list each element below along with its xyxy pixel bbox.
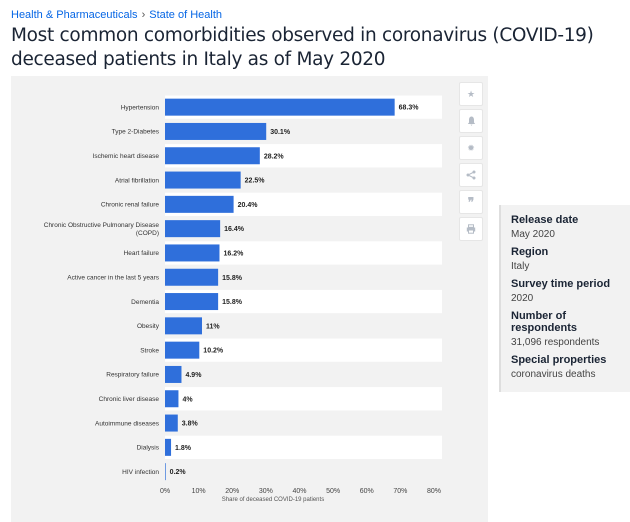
respondents-value: 31,096 respondents: [511, 337, 600, 348]
category-label: Stroke: [140, 347, 159, 354]
bar: [165, 463, 166, 481]
row-stripe: [165, 435, 442, 459]
bar: [165, 220, 221, 238]
x-axis-ticks: 0% 10% 20% 30% 40% 50% 60% 70% 80%: [160, 488, 441, 495]
bar: [165, 171, 241, 189]
special-properties-value: coronavirus deaths: [511, 369, 596, 380]
value-label: 10.2%: [203, 348, 224, 355]
quote-icon: ❞: [467, 195, 475, 209]
value-label: 16.4%: [224, 226, 245, 233]
breadcrumb-link-category[interactable]: Health & Pharmaceuticals: [11, 9, 138, 21]
share-button[interactable]: [459, 163, 483, 187]
breadcrumb: Health & Pharmaceuticals › State of Health: [11, 9, 222, 21]
bar: [165, 365, 182, 383]
value-label: 16.2%: [223, 250, 244, 257]
category-label: Respiratory failure: [106, 372, 159, 379]
print-icon: [466, 224, 476, 234]
category-label: Dementia: [131, 299, 159, 306]
bar: [165, 268, 219, 286]
row-stripe: [165, 241, 442, 265]
value-label: 11%: [206, 323, 220, 330]
page-title: Most common comorbidities observed in co…: [11, 25, 594, 70]
bar: [165, 438, 172, 456]
x-tick-label: 40%: [292, 488, 306, 495]
info-panel: Release date May 2020 Region Italy Surve…: [499, 205, 630, 392]
category-label: Ischemic heart disease: [93, 153, 160, 160]
x-tick-label: 20%: [225, 488, 239, 495]
x-tick-label: 80%: [427, 488, 441, 495]
bar-chart: Hypertension Type 2-Diabetes Ischemic hear…: [44, 95, 442, 503]
value-label: 3.8%: [182, 421, 199, 428]
category-label: Chronic renal failure: [101, 202, 160, 209]
category-label: Active cancer in the last 5 years: [67, 274, 160, 281]
category-label: Type 2-Diabetes: [112, 129, 160, 136]
print-button[interactable]: [459, 217, 483, 241]
bar: [165, 98, 395, 116]
x-tick-label: 60%: [360, 488, 374, 495]
value-label: 1.8%: [175, 445, 192, 452]
settings-button[interactable]: ✹: [459, 136, 483, 160]
x-tick-label: 70%: [393, 488, 407, 495]
bar: [165, 147, 260, 165]
share-icon: [466, 170, 476, 180]
value-label: 28.2%: [264, 153, 285, 160]
value-label: 4.9%: [185, 372, 202, 379]
category-label: Dialysis: [137, 445, 160, 452]
bell-icon: [467, 116, 475, 126]
breadcrumb-link-topic[interactable]: State of Health: [149, 9, 223, 21]
survey-period-label: Survey time period: [511, 278, 611, 290]
value-label: 22.5%: [245, 178, 266, 185]
row-stripe: [165, 289, 442, 314]
value-label: 15.8%: [222, 299, 243, 306]
chart-toolbar: ★ ✹ ❞: [459, 82, 483, 244]
value-label: 68.3%: [399, 105, 420, 112]
bar: [165, 195, 234, 213]
value-labels: 68.3% 30.1% 28.2% 22.5% 20.4% 16.4% 16.2% 15.8%…: [170, 105, 420, 476]
bar: [165, 317, 202, 335]
release-date-value: May 2020: [511, 229, 555, 240]
gear-icon: ✹: [467, 142, 475, 153]
x-axis-label: Share of deceased COVID-19 patients: [222, 497, 324, 503]
value-label: 15.8%: [222, 275, 243, 282]
value-label: 4%: [182, 396, 193, 403]
region-value: Italy: [511, 261, 530, 272]
special-properties-label: Special properties: [511, 354, 607, 366]
bar: [165, 390, 179, 408]
respondents-label: Number of respondents: [511, 310, 578, 334]
category-label: Hypertension: [121, 104, 160, 111]
category-label: HIV infection: [122, 469, 159, 476]
value-label: 0.2%: [170, 469, 187, 476]
bar: [165, 341, 200, 359]
breadcrumb-separator: ›: [141, 9, 146, 21]
x-tick-label: 0%: [160, 488, 170, 495]
bar: [165, 244, 220, 262]
category-label: Chronic liver disease: [99, 396, 160, 403]
favorite-button[interactable]: ★: [459, 82, 483, 106]
value-label: 30.1%: [270, 129, 291, 136]
bar: [165, 414, 178, 432]
release-date-label: Release date: [511, 214, 579, 226]
category-label: Chronic Obstructive Pulmonary Disease (CO…: [44, 222, 160, 237]
x-tick-label: 50%: [326, 488, 340, 495]
cite-button[interactable]: ❞: [459, 190, 483, 214]
category-label: Obesity: [137, 323, 160, 330]
row-stripe: [165, 192, 442, 216]
bar: [165, 293, 219, 311]
row-stripe: [165, 338, 442, 362]
x-tick-label: 10%: [192, 488, 206, 495]
survey-period-value: 2020: [511, 293, 534, 304]
bars: [165, 98, 395, 481]
value-label: 20.4%: [238, 202, 259, 209]
region-label: Region: [511, 246, 549, 258]
category-label: Autoimmune diseases: [95, 420, 160, 427]
notify-button[interactable]: [459, 109, 483, 133]
category-label: Atrial fibrillation: [115, 177, 159, 184]
chart-card: Hypertension Type 2-Diabetes Ischemic hear…: [11, 76, 488, 522]
category-labels: Hypertension Type 2-Diabetes Ischemic hear…: [44, 104, 160, 476]
category-label: Heart failure: [124, 250, 160, 257]
x-tick-label: 30%: [259, 488, 273, 495]
row-stripe: [165, 387, 442, 411]
star-icon: ★: [466, 88, 476, 99]
bar: [165, 122, 267, 140]
